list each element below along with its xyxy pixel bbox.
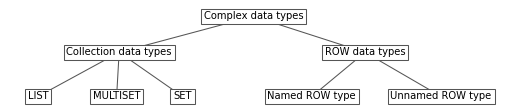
Text: SET: SET [173,91,192,101]
Text: Collection data types: Collection data types [66,47,172,57]
Text: Named ROW type: Named ROW type [268,91,356,101]
Text: Complex data types: Complex data types [204,11,303,21]
Text: ROW data types: ROW data types [324,47,406,57]
Text: Unnamed ROW type: Unnamed ROW type [390,91,492,101]
Text: MULTISET: MULTISET [93,91,140,101]
Text: LIST: LIST [28,91,48,101]
